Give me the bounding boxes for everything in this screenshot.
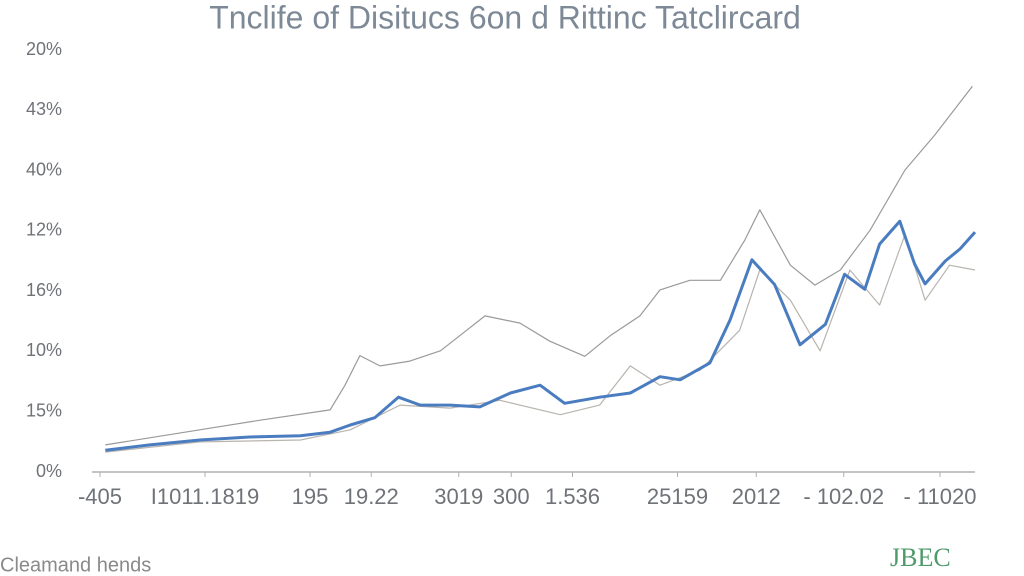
- y-tick-label: 20%: [26, 39, 62, 59]
- x-tick-label: 2012: [732, 484, 781, 509]
- x-tick-label: - 102.02: [803, 484, 884, 509]
- series-line: [105, 85, 973, 446]
- chart-title: Tnclife of Disitucs 6on d Rittinc Tatcli…: [209, 0, 801, 35]
- x-tick-label: -405: [78, 484, 122, 509]
- y-tick-label: 16%: [26, 280, 62, 300]
- x-tick-label: 195: [292, 484, 329, 509]
- series-line: [105, 219, 977, 452]
- x-tick-label: 3019: [434, 484, 483, 509]
- x-tick-label: - 11020: [904, 484, 977, 509]
- y-tick-label: 43%: [26, 99, 62, 119]
- series-line: [105, 233, 976, 453]
- x-tick-label: 1.536: [545, 484, 600, 509]
- y-tick-label: 15%: [26, 400, 62, 420]
- source-note: Cleamand hends: [0, 554, 151, 576]
- y-tick-label: 10%: [26, 340, 62, 360]
- x-tick-label: 19.22: [344, 484, 399, 509]
- logo: JBEC: [890, 543, 951, 572]
- x-tick-label: 25159: [647, 484, 708, 509]
- y-tick-label: 12%: [26, 220, 62, 240]
- x-tick-label: 300: [493, 484, 530, 509]
- x-tick-label: I1011.1819: [151, 484, 259, 509]
- y-tick-label: 0%: [36, 461, 62, 481]
- y-tick-label: 40%: [26, 159, 62, 179]
